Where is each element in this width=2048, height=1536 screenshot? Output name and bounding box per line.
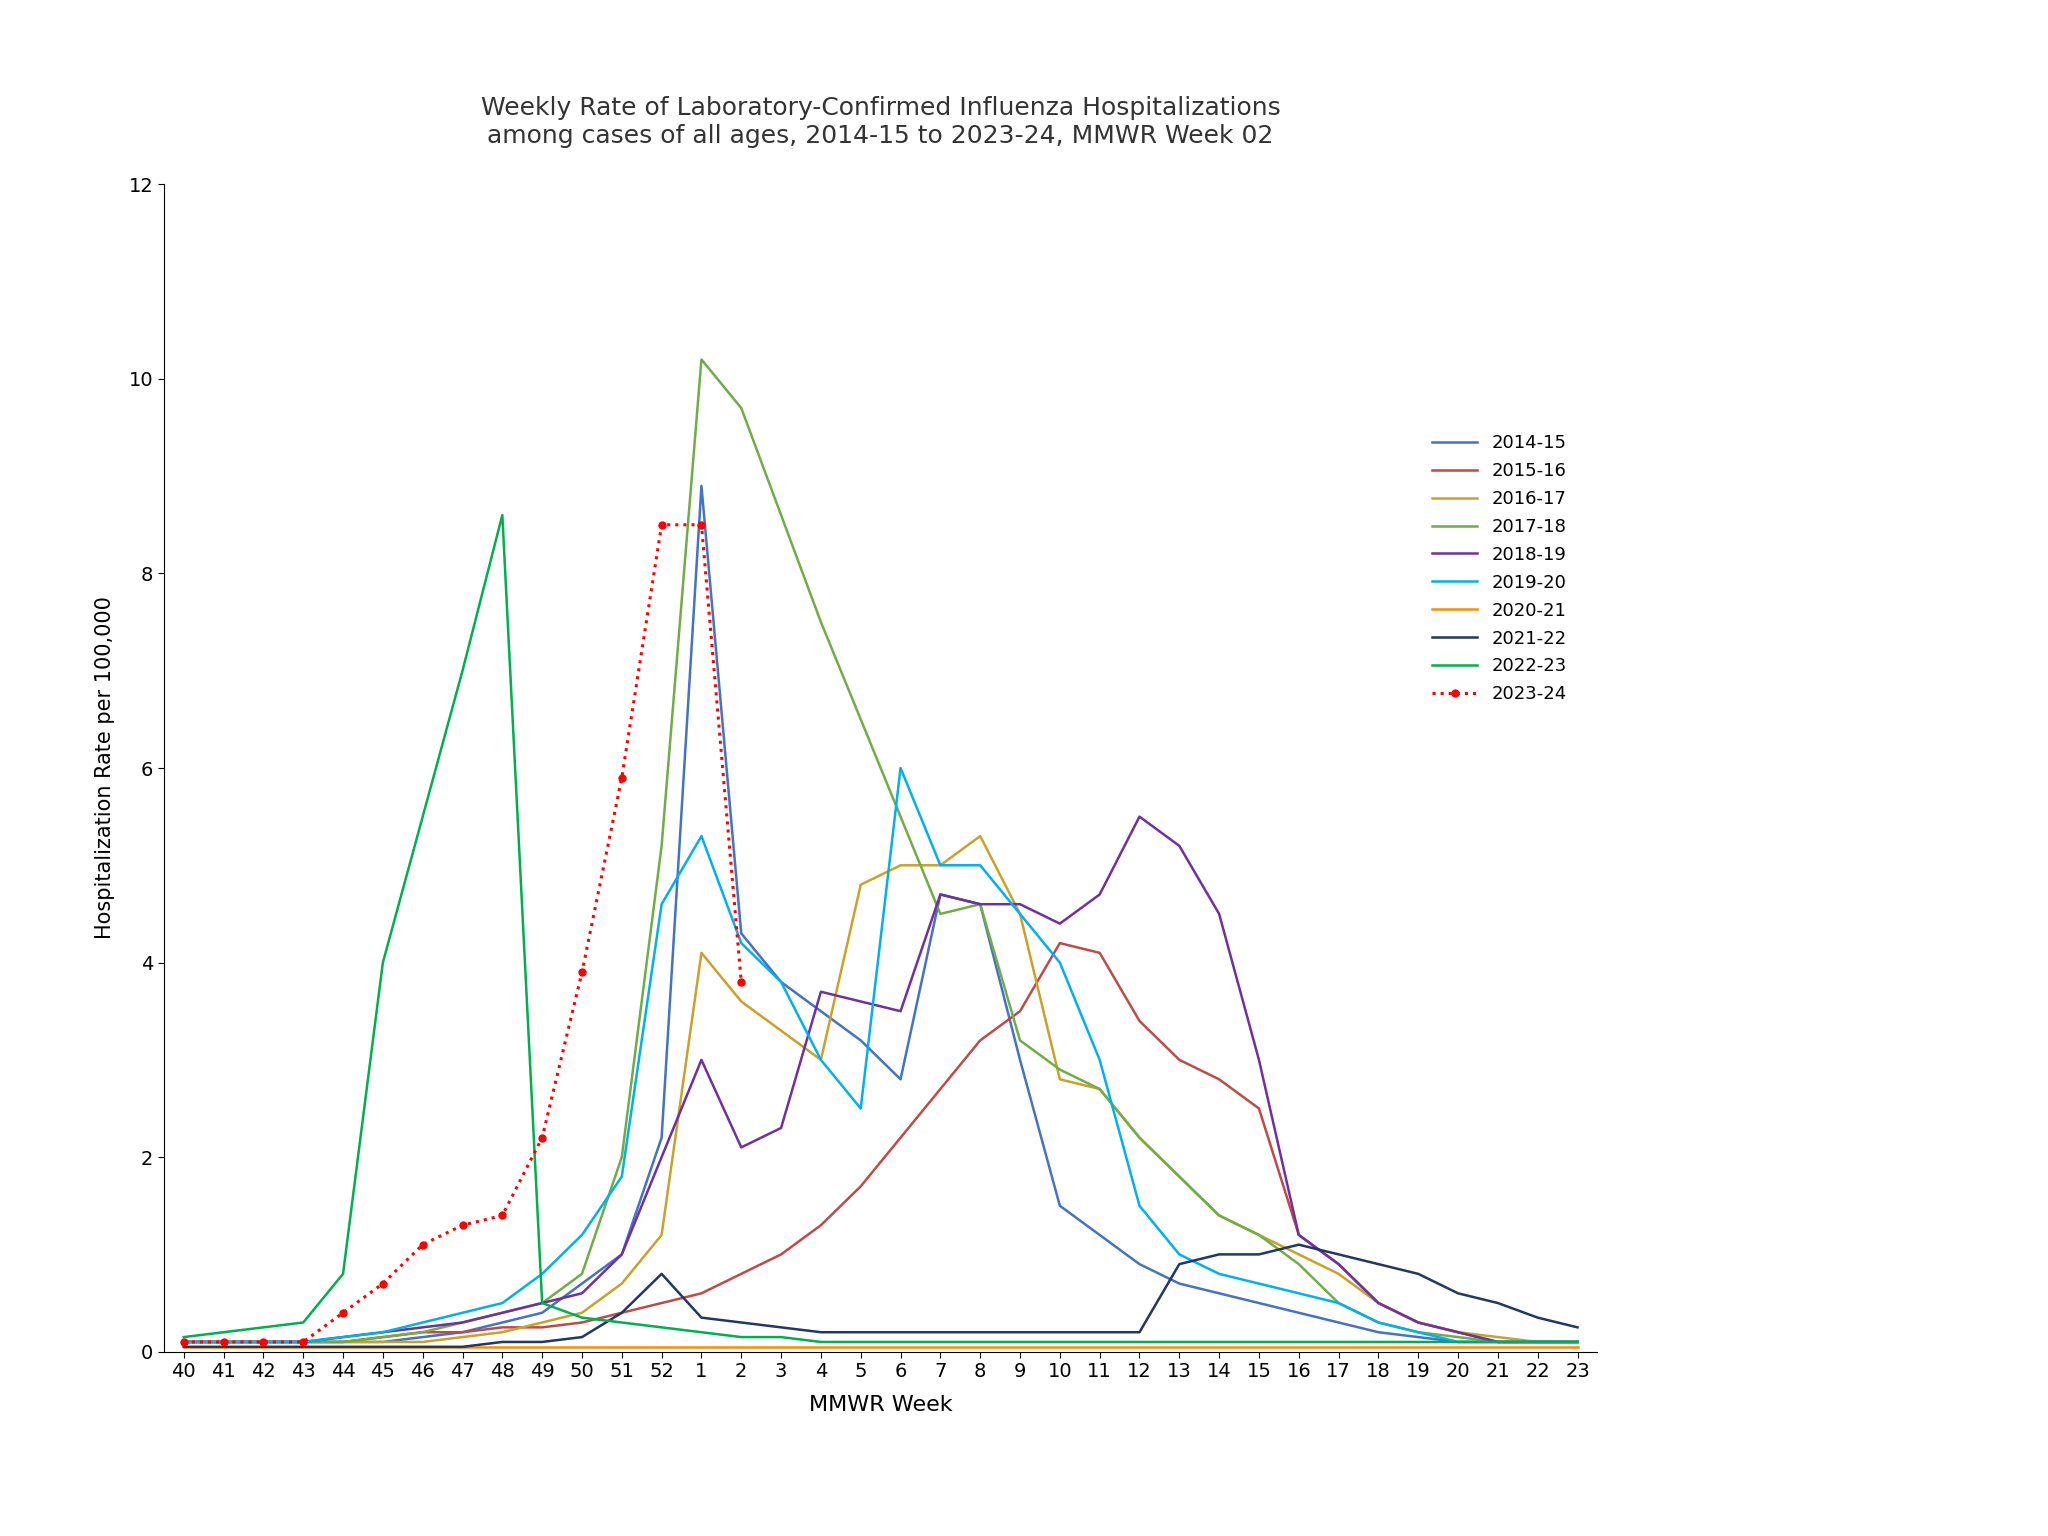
X-axis label: MMWR Week: MMWR Week	[809, 1395, 952, 1415]
Legend: 2014-15, 2015-16, 2016-17, 2017-18, 2018-19, 2019-20, 2020-21, 2021-22, 2022-23,: 2014-15, 2015-16, 2016-17, 2017-18, 2018…	[1425, 427, 1575, 711]
Title: Weekly Rate of Laboratory-Confirmed Influenza Hospitalizations
among cases of al: Weekly Rate of Laboratory-Confirmed Infl…	[481, 95, 1280, 147]
Y-axis label: Hospitalization Rate per 100,000: Hospitalization Rate per 100,000	[94, 596, 115, 940]
